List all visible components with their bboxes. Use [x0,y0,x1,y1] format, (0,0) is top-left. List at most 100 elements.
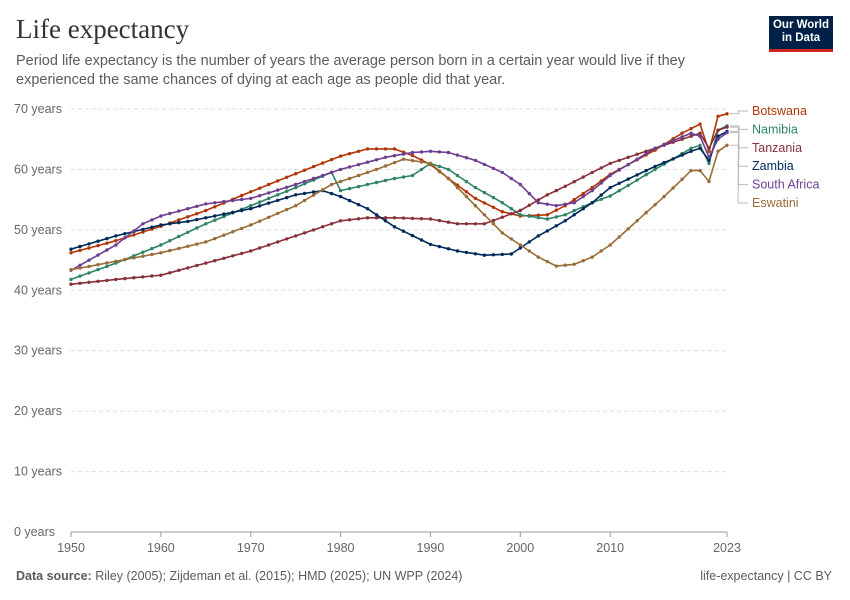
data-point[interactable] [150,252,154,257]
data-point[interactable] [608,185,612,190]
data-point[interactable] [69,251,73,255]
data-point[interactable] [365,170,370,175]
data-point[interactable] [383,155,388,159]
data-point[interactable] [356,149,361,153]
data-point[interactable] [329,157,334,162]
data-point[interactable] [599,193,603,197]
data-point[interactable] [249,249,253,253]
data-point[interactable] [419,167,424,172]
series-line[interactable] [70,125,728,281]
data-point[interactable] [716,114,720,119]
data-point[interactable] [320,225,325,229]
data-point[interactable] [347,176,352,181]
data-point[interactable] [527,191,531,196]
data-point[interactable] [294,185,298,190]
data-point[interactable] [635,219,639,223]
data-point[interactable] [653,146,657,150]
data-point[interactable] [78,244,82,249]
data-point[interactable] [338,154,343,158]
data-point[interactable] [554,264,558,268]
data-point[interactable] [168,239,172,243]
data-point[interactable] [401,157,406,161]
legend-label[interactable]: South Africa [752,178,819,192]
data-point[interactable] [716,137,720,141]
data-point[interactable] [446,167,451,172]
data-point[interactable] [464,194,469,199]
data-point[interactable] [240,251,244,256]
data-point[interactable] [159,223,163,227]
data-point[interactable] [123,276,127,281]
data-point[interactable] [87,242,91,246]
data-point[interactable] [617,189,621,193]
data-point[interactable] [662,160,666,165]
data-point[interactable] [258,204,262,208]
data-point[interactable] [186,207,190,211]
data-point[interactable] [204,202,208,206]
data-point[interactable] [329,182,334,187]
data-point[interactable] [374,180,379,185]
data-point[interactable] [491,195,496,200]
data-point[interactable] [581,259,585,263]
data-point[interactable] [311,176,316,181]
data-point[interactable] [653,203,657,207]
data-point[interactable] [114,234,118,238]
data-point[interactable] [563,263,567,267]
data-point[interactable] [96,267,100,272]
data-point[interactable] [473,222,478,226]
series-south-africa[interactable] [69,130,729,272]
data-point[interactable] [311,228,316,232]
data-point[interactable] [590,201,594,205]
data-point[interactable] [689,126,693,131]
data-point[interactable] [347,218,352,222]
legend-label[interactable]: Zambia [752,159,794,173]
data-point[interactable] [608,173,612,178]
data-point[interactable] [132,229,136,233]
data-point[interactable] [150,218,154,222]
data-point[interactable] [644,168,648,173]
data-point[interactable] [527,240,531,244]
data-point[interactable] [177,209,181,213]
data-point[interactable] [545,217,549,221]
data-point[interactable] [446,150,451,155]
data-point[interactable] [509,237,513,241]
data-point[interactable] [267,191,271,195]
data-point[interactable] [383,178,388,183]
data-point[interactable] [464,222,469,226]
data-point[interactable] [141,230,145,234]
data-point[interactable] [464,179,469,184]
data-point[interactable] [267,182,271,187]
data-point[interactable] [329,191,334,196]
data-point[interactable] [437,218,442,223]
data-point[interactable] [114,243,118,247]
data-point[interactable] [581,207,585,211]
data-point[interactable] [383,164,388,168]
data-point[interactable] [249,196,253,201]
data-point[interactable] [473,185,478,190]
data-point[interactable] [123,236,127,240]
data-point[interactable] [249,204,253,208]
data-point[interactable] [392,160,397,165]
data-point[interactable] [608,243,612,247]
data-point[interactable] [96,243,100,248]
data-point[interactable] [653,167,657,172]
data-point[interactable] [428,242,433,247]
data-point[interactable] [509,176,513,181]
data-point[interactable] [258,246,262,250]
data-point[interactable] [347,152,352,156]
data-point[interactable] [572,213,576,217]
data-point[interactable] [428,149,433,153]
data-point[interactable] [410,173,415,178]
data-point[interactable] [87,246,91,250]
data-point[interactable] [716,134,720,138]
data-point[interactable] [285,207,289,212]
data-point[interactable] [437,244,442,249]
data-point[interactable] [383,216,388,220]
data-point[interactable] [365,216,370,220]
data-point[interactable] [294,193,298,197]
series-botswana[interactable] [69,112,729,255]
data-point[interactable] [204,208,208,213]
data-point[interactable] [276,240,280,244]
data-point[interactable] [464,156,469,160]
data-point[interactable] [356,173,361,178]
data-point[interactable] [302,231,307,235]
